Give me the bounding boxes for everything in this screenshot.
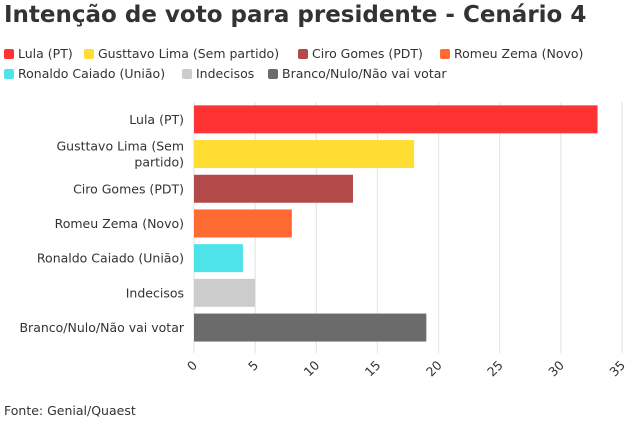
legend-item-ciro-gomes: Ciro Gomes (PDT)	[298, 46, 423, 61]
legend-item-gusttavo-lima: Gusttavo Lima (Sem partido)	[84, 46, 279, 61]
bar-6	[194, 313, 427, 342]
legend-swatch-gusttavo-lima	[84, 48, 94, 59]
x-tick-label: 0	[184, 357, 200, 373]
category-label-5: Indecisos	[126, 285, 184, 300]
bar-0	[194, 105, 598, 134]
category-label-6: Branco/Nulo/Não vai votar	[19, 320, 184, 335]
legend-swatch-romeu-zema	[440, 48, 450, 59]
x-tick-labels: 0 5 10 15 20 25 30 35	[184, 357, 628, 379]
legend-item-branco-nulo: Branco/Nulo/Não vai votar	[268, 66, 447, 81]
category-label-3: Romeu Zema (Novo)	[55, 216, 184, 231]
legend-label-ronaldo-caiado: Ronaldo Caiado (União)	[18, 66, 166, 81]
bar-1	[194, 140, 415, 169]
x-tick-label: 10	[301, 357, 323, 379]
legend-label-lula: Lula (PT)	[18, 46, 73, 61]
category-label-0: Lula (PT)	[129, 112, 184, 127]
legend-label-ciro-gomes: Ciro Gomes (PDT)	[312, 46, 423, 61]
bars	[194, 105, 598, 342]
x-tick-label: 20	[423, 357, 445, 379]
legend-label-indecisos: Indecisos	[196, 66, 255, 81]
legend-swatch-ciro-gomes	[298, 48, 308, 59]
category-labels: Lula (PT) Gusttavo Lima (Sem partido) Ciro …	[19, 112, 184, 335]
bar-5	[194, 278, 256, 307]
bar-4	[194, 244, 243, 273]
x-tick-label: 25	[484, 358, 506, 380]
x-tick-label: 15	[362, 358, 384, 380]
x-tick-label: 35	[606, 358, 628, 380]
legend-label-branco-nulo: Branco/Nulo/Não vai votar	[282, 66, 447, 81]
category-label-1: Gusttavo Lima (Sem partido)	[56, 139, 184, 170]
x-tick-label: 30	[545, 357, 567, 379]
legend-item-ronaldo-caiado: Ronaldo Caiado (União)	[4, 66, 165, 81]
category-label-2: Ciro Gomes (PDT)	[73, 181, 184, 196]
legend-item-romeu-zema: Romeu Zema (Novo)	[440, 46, 583, 61]
category-label-4: Ronaldo Caiado (União)	[37, 251, 184, 266]
bar-2	[194, 174, 353, 203]
legend-label-gusttavo-lima: Gusttavo Lima (Sem partido)	[98, 46, 280, 61]
legend-swatch-lula	[4, 48, 14, 59]
legend-item-indecisos: Indecisos	[182, 66, 254, 81]
x-tick-label: 5	[245, 358, 261, 374]
legend-label-romeu-zema: Romeu Zema (Novo)	[454, 46, 584, 61]
legend-swatch-indecisos	[182, 68, 192, 79]
bar-3	[194, 209, 292, 238]
legend-swatch-branco-nulo	[268, 68, 278, 79]
source-note: Fonte: Genial/Quaest	[4, 403, 136, 418]
legend-swatch-ronaldo-caiado	[4, 68, 14, 79]
legend-item-lula: Lula (PT)	[4, 46, 73, 61]
chart-title: Intenção de voto para presidente - Cenár…	[4, 2, 587, 28]
